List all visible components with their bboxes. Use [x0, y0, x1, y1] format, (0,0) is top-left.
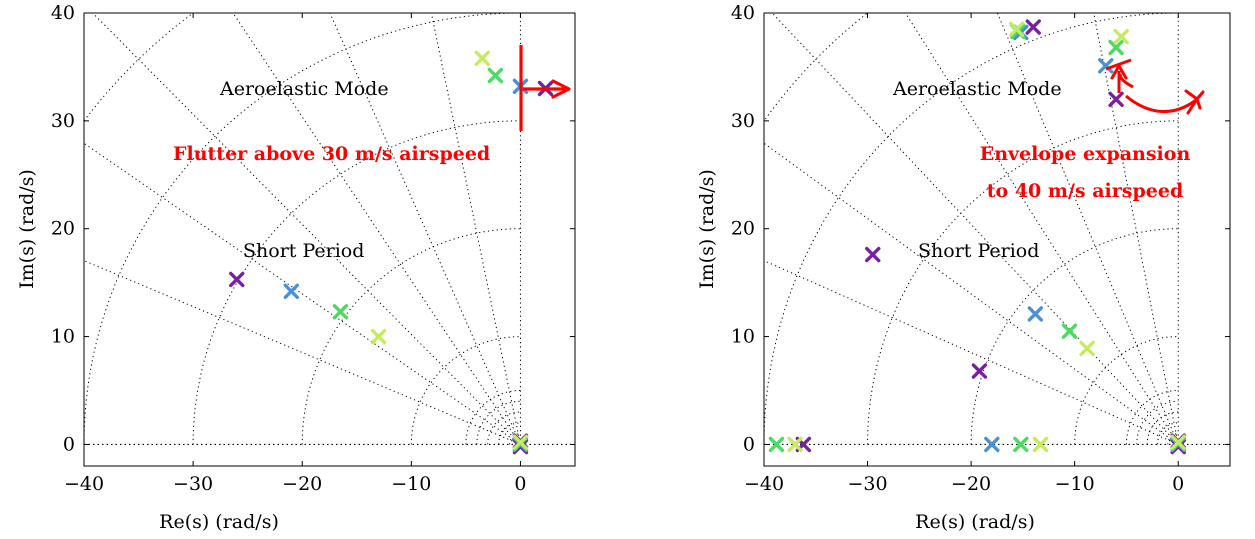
pole-marker-lime [1079, 340, 1095, 357]
flutter-annotation: Flutter above 30 m/s airspeed [173, 143, 490, 165]
grid-arc [465, 390, 521, 445]
grid-ray [84, 142, 521, 445]
x-tick-label: −10 [391, 473, 431, 495]
grid-arc [1146, 411, 1179, 445]
grid-ray [764, 142, 1179, 445]
short-period-label: Short Period [918, 240, 1039, 262]
pole-marker-green [1108, 39, 1124, 56]
pole-marker-blue [1027, 306, 1044, 322]
envelope-annotation-line-2: to 40 m/s airspeed [987, 180, 1183, 202]
x-ticks: −40 −30 −20 −10 0 [744, 13, 1184, 495]
pole-marker-lime [1170, 434, 1186, 450]
polar-grid [0, 0, 521, 445]
y-ticks: 0 10 20 30 40 [731, 2, 1230, 455]
grid-ray [430, 13, 521, 445]
x-tick-label: −30 [848, 473, 888, 495]
envelope-annotation-line-1: Envelope expansion [980, 143, 1191, 165]
y-tick-label: 40 [731, 2, 755, 24]
x-tick-label: −10 [1055, 473, 1095, 495]
aeroelastic-mode-label: Aeroelastic Mode [892, 78, 1062, 100]
y-ticks: 0 10 20 30 40 [51, 2, 575, 455]
x-tick-label: −40 [64, 473, 104, 495]
pole-marker-purple [229, 271, 245, 288]
grid-arc [487, 411, 521, 445]
grid-ray [771, 13, 1179, 445]
grid-ray [232, 13, 521, 445]
x-axis-label: Re(s) (rad/s) [159, 511, 279, 533]
plot-frame [83, 12, 576, 467]
pole-marker-green [1061, 323, 1078, 339]
x-tick-label: 0 [1172, 473, 1184, 495]
x-ticks: −40 −30 −20 −10 0 [64, 13, 526, 495]
pole-marker-blue [283, 283, 300, 299]
pole-marker-lime [474, 50, 490, 67]
pole-marker-green [1013, 436, 1029, 453]
pole-marker-lime [512, 434, 529, 450]
pole-marker-blue [1098, 58, 1114, 74]
short-period-label: Short Period [243, 240, 364, 262]
pole-marker-lime [787, 436, 803, 453]
pole-marker-lime [370, 328, 387, 345]
grid-arc [867, 120, 1179, 445]
y-tick-label: 30 [731, 110, 755, 132]
grid-arc [0, 0, 520, 444]
pole-marker-blue [984, 436, 1000, 453]
grid-arc [84, 13, 521, 445]
left-root-locus-plot: −40 −30 −20 −10 0 0 10 20 30 40 Re(s) (rad/s) Im… [0, 0, 576, 533]
grid-ray [329, 13, 521, 445]
flutter-arrow [519, 45, 571, 131]
y-tick-label: 10 [731, 326, 755, 348]
pole-marker-green [332, 304, 349, 320]
y-tick-label: 10 [51, 326, 75, 348]
pole-marker-purple [1025, 19, 1041, 35]
grid-ray [996, 13, 1179, 445]
grid-arc [970, 228, 1179, 445]
y-tick-label: 0 [63, 433, 75, 455]
y-axis-label: Im(s) (rad/s) [16, 169, 38, 289]
x-tick-label: −20 [282, 473, 322, 495]
grid-arc [301, 228, 521, 445]
grid-arc [764, 13, 1179, 445]
grid-arc [192, 120, 521, 445]
plot-frame [763, 12, 1231, 467]
y-tick-label: 20 [731, 218, 755, 240]
grid-ray [91, 13, 521, 445]
right-root-locus-plot: −40 −30 −20 −10 0 0 10 20 30 40 Re(s) (rad/s) Im… [557, 0, 1231, 533]
y-tick-label: 0 [743, 433, 755, 455]
x-tick-label: 0 [514, 473, 526, 495]
pole-marker-purple [971, 363, 988, 379]
polar-grid [557, 0, 1179, 445]
x-tick-label: −30 [173, 473, 213, 495]
pole-marker-lime [1113, 29, 1129, 45]
y-tick-label: 20 [51, 218, 75, 240]
grid-arc [410, 336, 521, 445]
grid-ray [1093, 13, 1179, 445]
aeroelastic-mode-label: Aeroelastic Mode [219, 78, 389, 100]
grid-arc [557, 0, 1178, 444]
grid-arc [84, 13, 195, 122]
y-tick-label: 40 [51, 2, 75, 24]
y-axis-label: Im(s) (rad/s) [696, 169, 718, 289]
x-axis-label: Re(s) (rad/s) [915, 511, 1035, 533]
y-tick-label: 30 [51, 110, 75, 132]
pole-marker-green [768, 436, 785, 453]
grid-arc [1074, 336, 1179, 445]
pole-marker-purple [865, 246, 881, 263]
pole-marker-lime [1032, 436, 1049, 453]
grid-arc [1125, 390, 1179, 445]
pole-marker-purple [1108, 91, 1124, 107]
pole-marker-green [487, 67, 504, 84]
pole-marker-lime [1008, 21, 1025, 37]
grid-ray [84, 260, 521, 445]
pole-markers [768, 19, 1186, 455]
envelope-arrows [1105, 58, 1205, 115]
x-tick-label: −40 [744, 473, 784, 495]
x-tick-label: −20 [951, 473, 991, 495]
